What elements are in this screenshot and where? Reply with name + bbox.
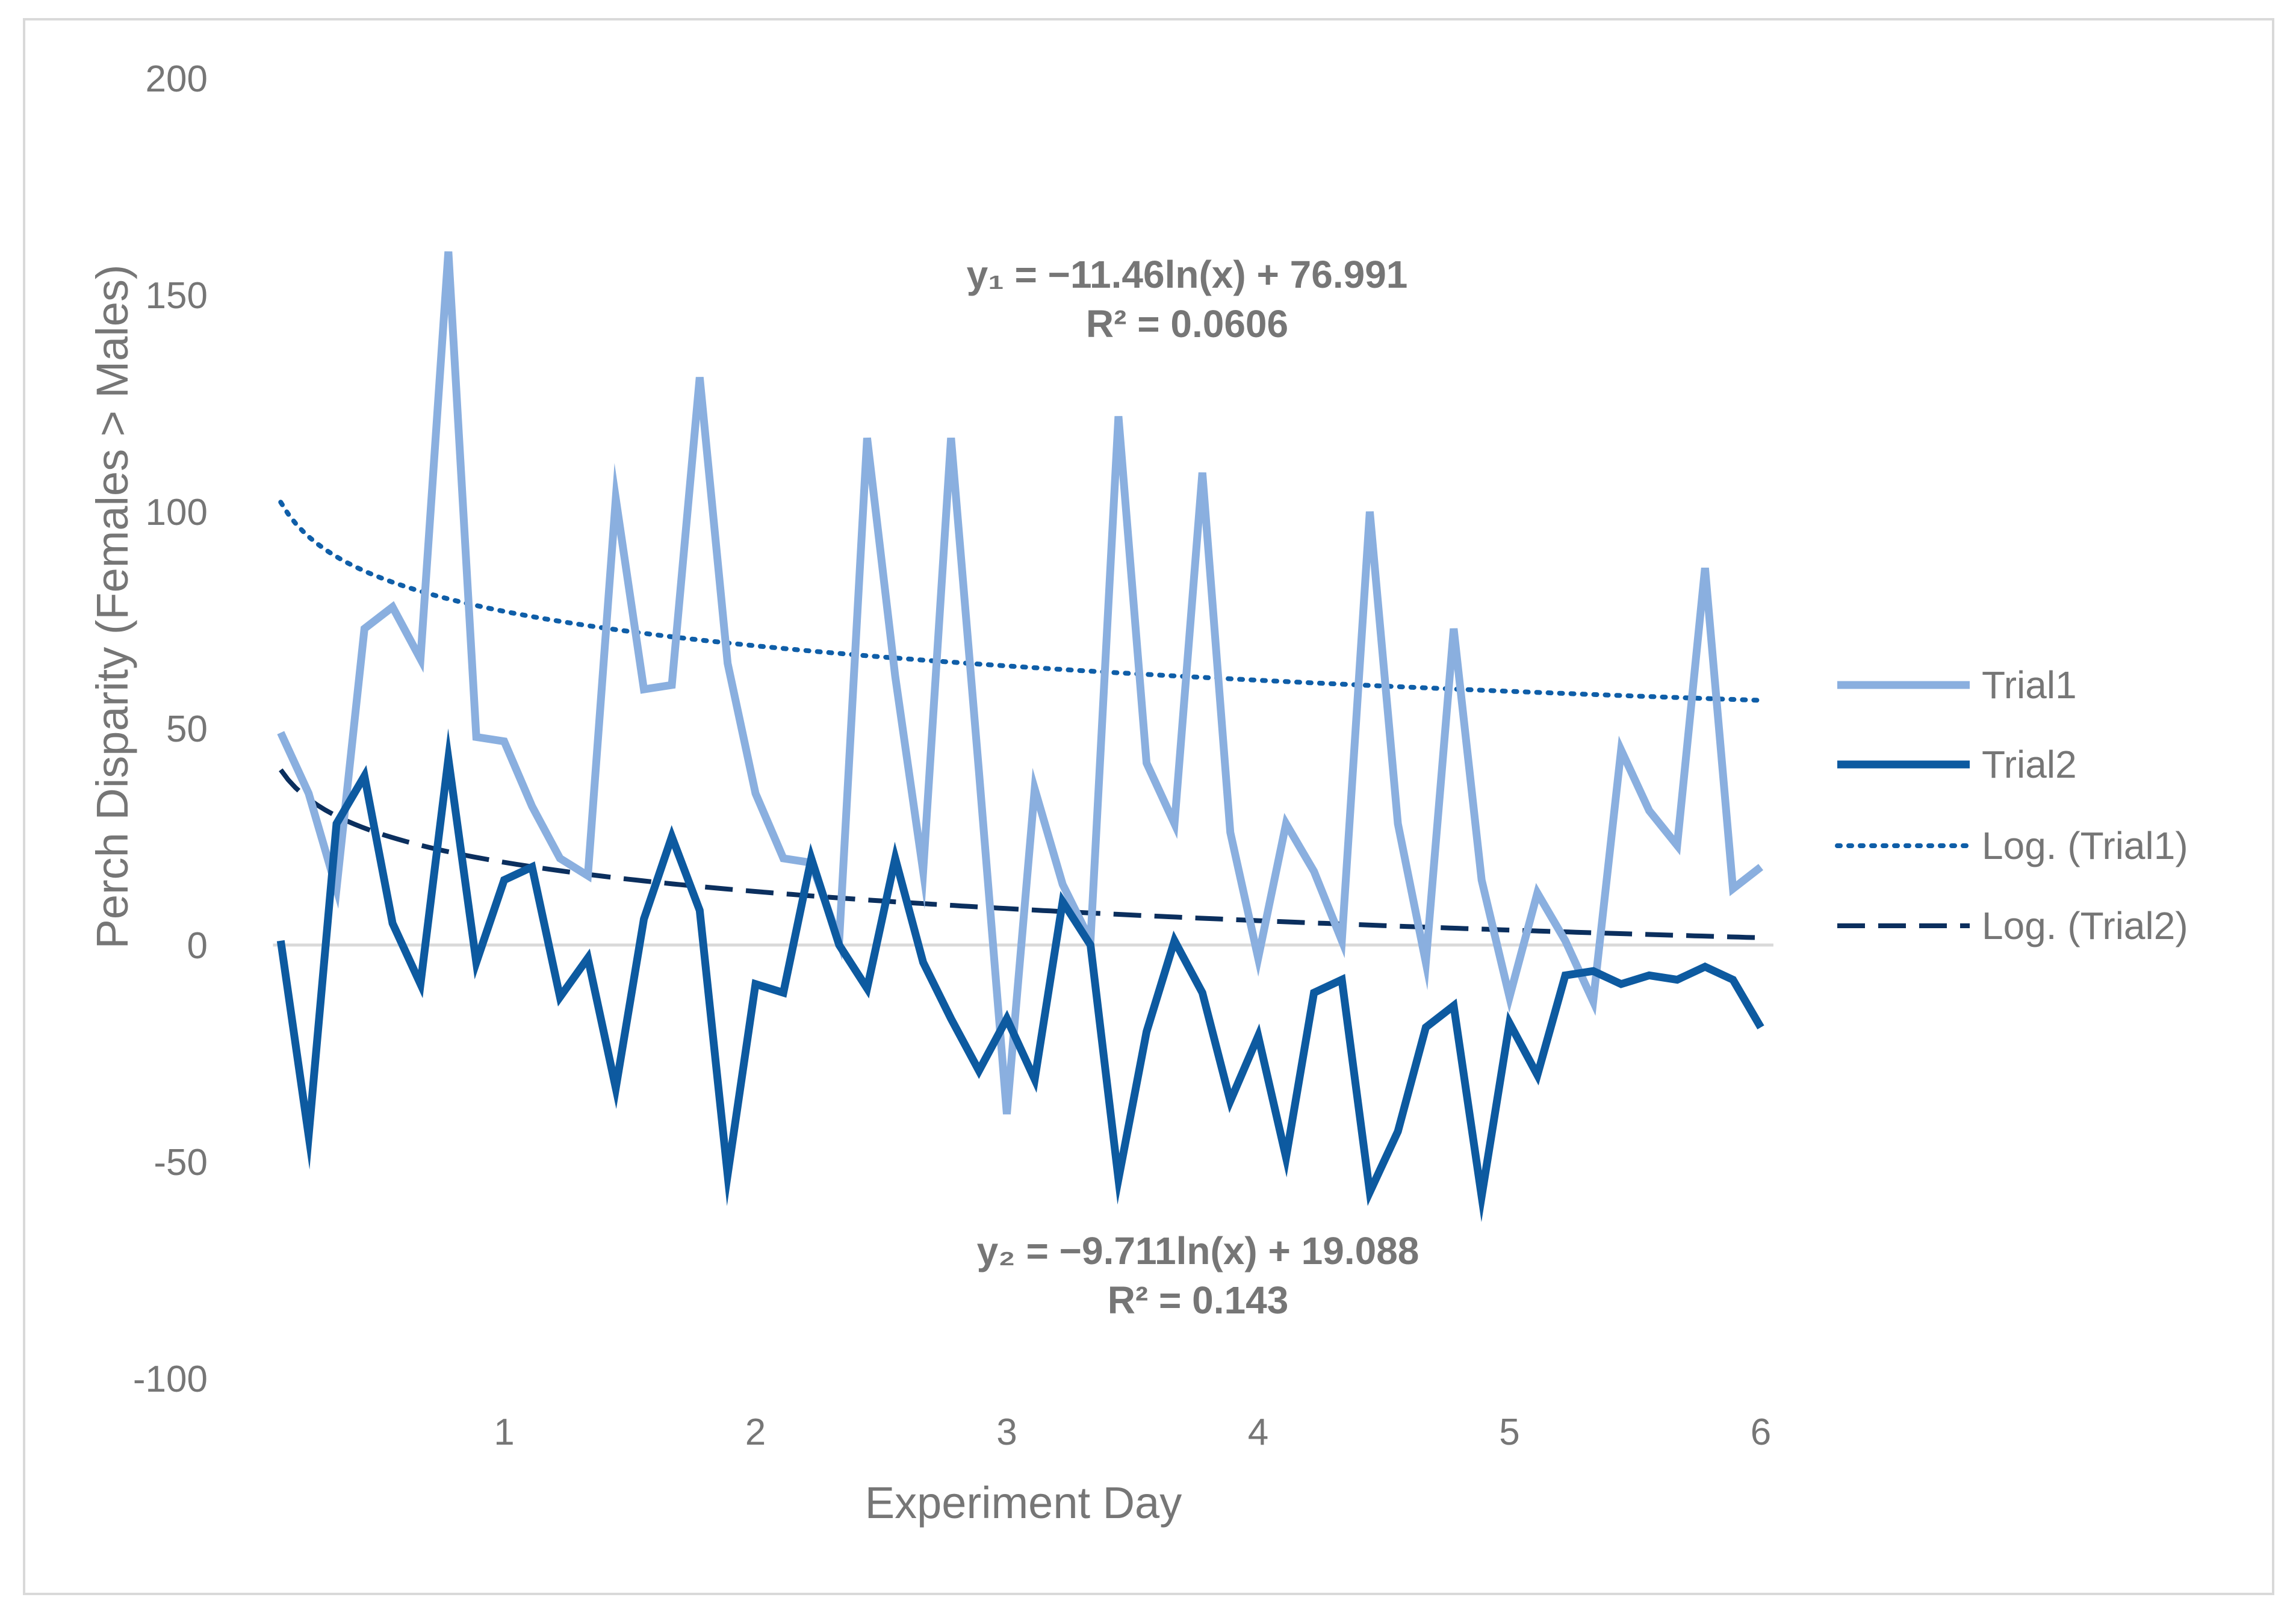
trendline-2-r-squared: R² = 0.143: [1108, 1279, 1289, 1322]
legend-label: Trial2: [1982, 743, 2077, 786]
legend-item: Log. (Trial1): [1835, 824, 2188, 867]
x-tick-label: 6: [1751, 1412, 1771, 1453]
x-tick-label: 1: [494, 1412, 514, 1453]
y-tick-label: 0: [187, 925, 208, 967]
y-tick-label: 150: [146, 275, 208, 317]
y-tick-label: 200: [146, 58, 208, 100]
y-tick-label: 100: [146, 492, 208, 533]
x-tick-label: 5: [1499, 1412, 1519, 1453]
x-axis-ticks: 1 2 3 4 5 6: [494, 1412, 1771, 1453]
y-axis-ticks: 200 150 100 50 0 -50 -100: [133, 58, 208, 1400]
y-tick-label: -50: [154, 1142, 208, 1183]
series-2-line: [276, 728, 1764, 1223]
legend: Trial1 Trial2 Log. (Trial1) Log. (Trial2): [1835, 663, 2188, 947]
x-tick-label: 2: [745, 1412, 766, 1453]
x-tick-label: 3: [996, 1412, 1017, 1453]
legend-item: Log. (Trial2): [1837, 904, 2188, 947]
x-axis-title: Experiment Day: [865, 1478, 1182, 1528]
legend-item: Trial1: [1837, 663, 2077, 707]
legend-label: Trial1: [1982, 663, 2077, 707]
trendline-1-equation: y₁ = −11.46ln(x) + 76.991: [967, 253, 1408, 296]
chart-frame: [23, 18, 2274, 1595]
y-tick-label: 50: [166, 708, 208, 750]
legend-label: Log. (Trial1): [1982, 824, 2188, 867]
trendline-1-line: [278, 500, 1763, 703]
legend-label: Log. (Trial2): [1982, 904, 2188, 947]
series-1-line: [277, 251, 1763, 1115]
trendline-1-r-squared: R² = 0.0606: [1086, 302, 1288, 346]
x-tick-label: 4: [1248, 1412, 1268, 1453]
series-layer: [276, 251, 1764, 1223]
trendline-2-equation: y₂ = −9.711ln(x) + 19.088: [977, 1229, 1419, 1272]
y-tick-label: -100: [133, 1359, 208, 1400]
legend-item: Trial2: [1837, 743, 2077, 786]
y-axis-title: Perch Disparity (Females > Males): [87, 264, 137, 949]
